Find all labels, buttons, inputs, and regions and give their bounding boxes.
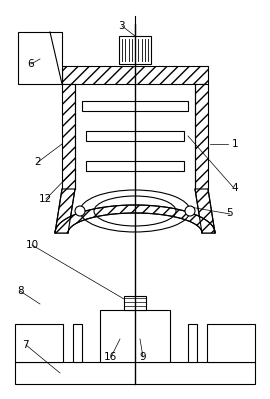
Text: 12: 12 xyxy=(39,194,53,205)
Text: 3: 3 xyxy=(118,21,125,31)
Polygon shape xyxy=(195,189,215,233)
Text: 9: 9 xyxy=(140,352,146,362)
Bar xyxy=(100,310,170,362)
Bar xyxy=(62,66,208,84)
Text: 8: 8 xyxy=(17,286,23,296)
Circle shape xyxy=(75,206,85,216)
Text: 10: 10 xyxy=(26,240,39,251)
Bar xyxy=(207,324,255,362)
Bar xyxy=(15,362,255,384)
Bar xyxy=(15,324,63,362)
Bar xyxy=(188,324,197,362)
Text: 4: 4 xyxy=(232,182,238,193)
Text: 7: 7 xyxy=(22,340,29,350)
Text: 2: 2 xyxy=(35,156,41,167)
Polygon shape xyxy=(55,189,75,233)
Bar xyxy=(62,84,75,189)
Polygon shape xyxy=(55,205,215,233)
Bar xyxy=(119,36,151,64)
Circle shape xyxy=(185,206,195,216)
Text: 16: 16 xyxy=(104,352,117,362)
Bar xyxy=(82,101,188,111)
Bar xyxy=(195,84,208,189)
Text: 1: 1 xyxy=(232,138,238,149)
Text: 5: 5 xyxy=(226,208,233,219)
Text: 6: 6 xyxy=(28,59,34,69)
Bar xyxy=(86,131,184,141)
Bar xyxy=(18,32,62,84)
Bar xyxy=(124,296,146,310)
Bar xyxy=(73,324,82,362)
Bar xyxy=(86,161,184,171)
